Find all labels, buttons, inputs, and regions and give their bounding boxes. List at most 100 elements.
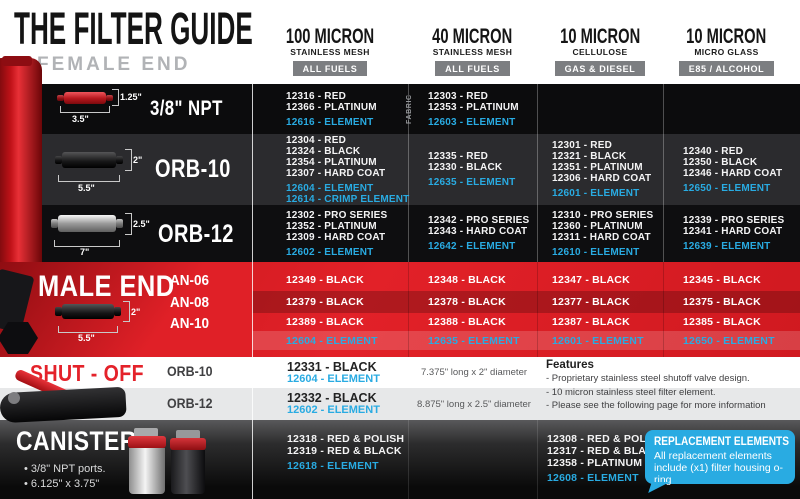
parts-cell: 12385 - BLACK [663, 313, 790, 331]
column-header-10-micron-cellulose: 10 MICRON CELLULOSE GAS & DIESEL [537, 26, 663, 76]
parts-cell: 12387 - BLACK [537, 313, 663, 331]
element-number: 12602 - ELEMENT [287, 404, 380, 416]
shutoff-orb10-dimensions: 7.375" long x 2" diameter [420, 367, 528, 378]
column-media-label: STAINLESS MESH [432, 47, 513, 57]
shutoff-section: SHUT - OFF ORB-10 ORB-12 12331 - BLACK 1… [0, 357, 800, 420]
row-label-orb12: ORB-12 [158, 220, 234, 248]
parts-cell: 12340 - RED 12350 - BLACK 12346 - HARD COA… [663, 134, 790, 205]
element-cell: 12601 - ELEMENT [537, 331, 663, 350]
column-divider [663, 262, 664, 357]
part-numbers: 12301 - RED 12321 - BLACK 12351 - PLATINUM… [552, 140, 652, 184]
part-number: 12385 - BLACK [683, 316, 761, 328]
column-divider [663, 134, 664, 205]
element-cell: 12635 - ELEMENT [408, 331, 537, 350]
length-dim-label: 7" [80, 247, 90, 257]
height-dim-label: 2" [131, 307, 141, 317]
part-number: 12388 - BLACK [428, 316, 506, 328]
parts-cell: 12301 - RED 12321 - BLACK 12351 - PLATINUM… [537, 134, 663, 205]
element-cell: 12650 - ELEMENT [663, 331, 790, 350]
column-divider [408, 205, 409, 262]
male-row-an08: 12379 - BLACK 12378 - BLACK 12377 - BLAC… [0, 291, 800, 313]
part-numbers: 12303 - RED 12353 - PLATINUM [428, 90, 519, 113]
part-number: 12345 - BLACK [683, 274, 761, 286]
parts-cell: 12310 - PRO SERIES 12360 - PLATINUM 12311 … [537, 205, 663, 262]
fuel-badge: E85 / ALCOHOL [678, 61, 775, 76]
part-numbers: 12340 - RED 12350 - BLACK 12346 - HARD COA… [683, 145, 783, 179]
height-dim-label: 1.25" [120, 92, 142, 102]
table-left-divider [252, 83, 253, 499]
features-title: Features [546, 359, 594, 371]
parts-cell: 12379 - BLACK [252, 291, 408, 313]
column-micron-label: 100 MICRON [285, 25, 375, 48]
length-dim-label: 5.5" [78, 183, 95, 193]
element-number: 12604 - ELEMENT [287, 373, 380, 385]
fuel-badge: GAS & DIESEL [554, 61, 646, 76]
part-numbers: 12335 - RED 12330 - BLACK [428, 151, 503, 173]
parts-cell: 12345 - BLACK [663, 269, 790, 291]
parts-cell: 12388 - BLACK [408, 313, 537, 331]
element-numbers: 12604 - ELEMENT 12614 - CRIMP ELEMENT [286, 182, 410, 205]
column-header-100-micron: 100 MICRON STAINLESS MESH ALL FUELS [252, 26, 408, 76]
row-stripe [252, 291, 800, 313]
parts-cell: 12339 - PRO SERIES 12341 - HARD COAT 1263… [663, 205, 790, 262]
parts-cell: 12335 - RED 12330 - BLACK 12635 - ELEMENT [408, 134, 537, 205]
an10-label: AN-10 [170, 315, 210, 332]
replacement-body: All replacement elements include (x1) fi… [654, 450, 783, 486]
female-row-orb10: 2" 5.5" ORB-10 12304 - RED 12324 - BLACK 1… [0, 134, 800, 205]
part-number: 12348 - BLACK [428, 274, 506, 286]
length-dim-label: 5.5" [78, 333, 95, 343]
shutoff-orb10-parts: 12331 - BLACK 12604 - ELEMENT [287, 361, 380, 385]
parts-cell: 12303 - RED 12353 - PLATINUM 12603 - ELEM… [408, 84, 537, 134]
column-micron-label: 10 MICRON [686, 25, 767, 48]
column-divider [537, 84, 538, 134]
part-number: 12347 - BLACK [552, 274, 630, 286]
column-header-40-micron: 40 MICRON STAINLESS MESH ALL FUELS [408, 26, 537, 76]
element-number: 12601 - ELEMENT [552, 334, 644, 347]
element-numbers: 12635 - ELEMENT [428, 177, 516, 188]
row-stripe [0, 388, 800, 420]
column-divider [408, 262, 409, 357]
height-bracket [112, 89, 119, 106]
part-number: 12378 - BLACK [428, 296, 506, 308]
column-divider [537, 262, 538, 357]
part-numbers: 12316 - RED 12366 - PLATINUM [286, 90, 377, 113]
part-number: 12332 - BLACK [287, 391, 377, 405]
part-numbers: 12302 - PRO SERIES 12352 - PLATINUM 12309 … [286, 209, 388, 243]
parts-cell: 12389 - BLACK [252, 313, 408, 331]
male-row-an06: 12349 - BLACK 12348 - BLACK 12347 - BLAC… [0, 269, 800, 291]
male-end-heading: MALE END [38, 270, 175, 303]
parts-cell: 12378 - BLACK [408, 291, 537, 313]
length-bracket [58, 326, 118, 333]
element-number: 12650 - ELEMENT [683, 334, 775, 347]
column-header-10-micron-glass: 10 MICRON MICRO GLASS E85 / ALCOHOL [663, 26, 790, 76]
shutoff-orb12-label: ORB-12 [167, 396, 213, 411]
element-numbers: 12602 - ELEMENT [286, 246, 374, 258]
parts-cell: 12375 - BLACK [663, 291, 790, 313]
column-divider [537, 205, 538, 262]
part-numbers: 12318 - RED & POLISH 12319 - RED & BLACK [287, 433, 405, 457]
column-divider [663, 84, 664, 134]
column-divider [537, 420, 538, 499]
element-numbers: 12650 - ELEMENT [683, 182, 771, 194]
column-divider [408, 84, 409, 134]
part-number: 12387 - BLACK [552, 316, 630, 328]
length-dim-label: 3.5" [72, 114, 89, 124]
an06-label: AN-06 [170, 272, 210, 289]
parts-cell: 12348 - BLACK [408, 269, 537, 291]
fuel-badge: ALL FUELS [292, 61, 368, 76]
element-numbers: 12642 - ELEMENT [428, 241, 516, 252]
row-label-orb10: ORB-10 [155, 155, 231, 183]
part-numbers: 12310 - PRO SERIES 12360 - PLATINUM 12311 … [552, 209, 654, 243]
column-media-label: CELLULOSE [572, 47, 628, 57]
element-numbers: 12610 - ELEMENT [552, 246, 640, 258]
column-divider [408, 420, 409, 499]
shutoff-orb12-dimensions: 8.875" long x 2.5" diameter [417, 399, 531, 410]
parts-cell: 12302 - PRO SERIES 12352 - PLATINUM 12309 … [252, 205, 408, 262]
fuel-badge: ALL FUELS [435, 61, 510, 76]
column-divider [663, 205, 664, 262]
column-media-label: STAINLESS MESH [290, 47, 370, 57]
canister-parts-mesh: 12318 - RED & POLISH 12319 - RED & BLACK … [287, 433, 404, 472]
column-micron-label: 40 MICRON [432, 25, 513, 48]
height-bracket [125, 149, 132, 171]
